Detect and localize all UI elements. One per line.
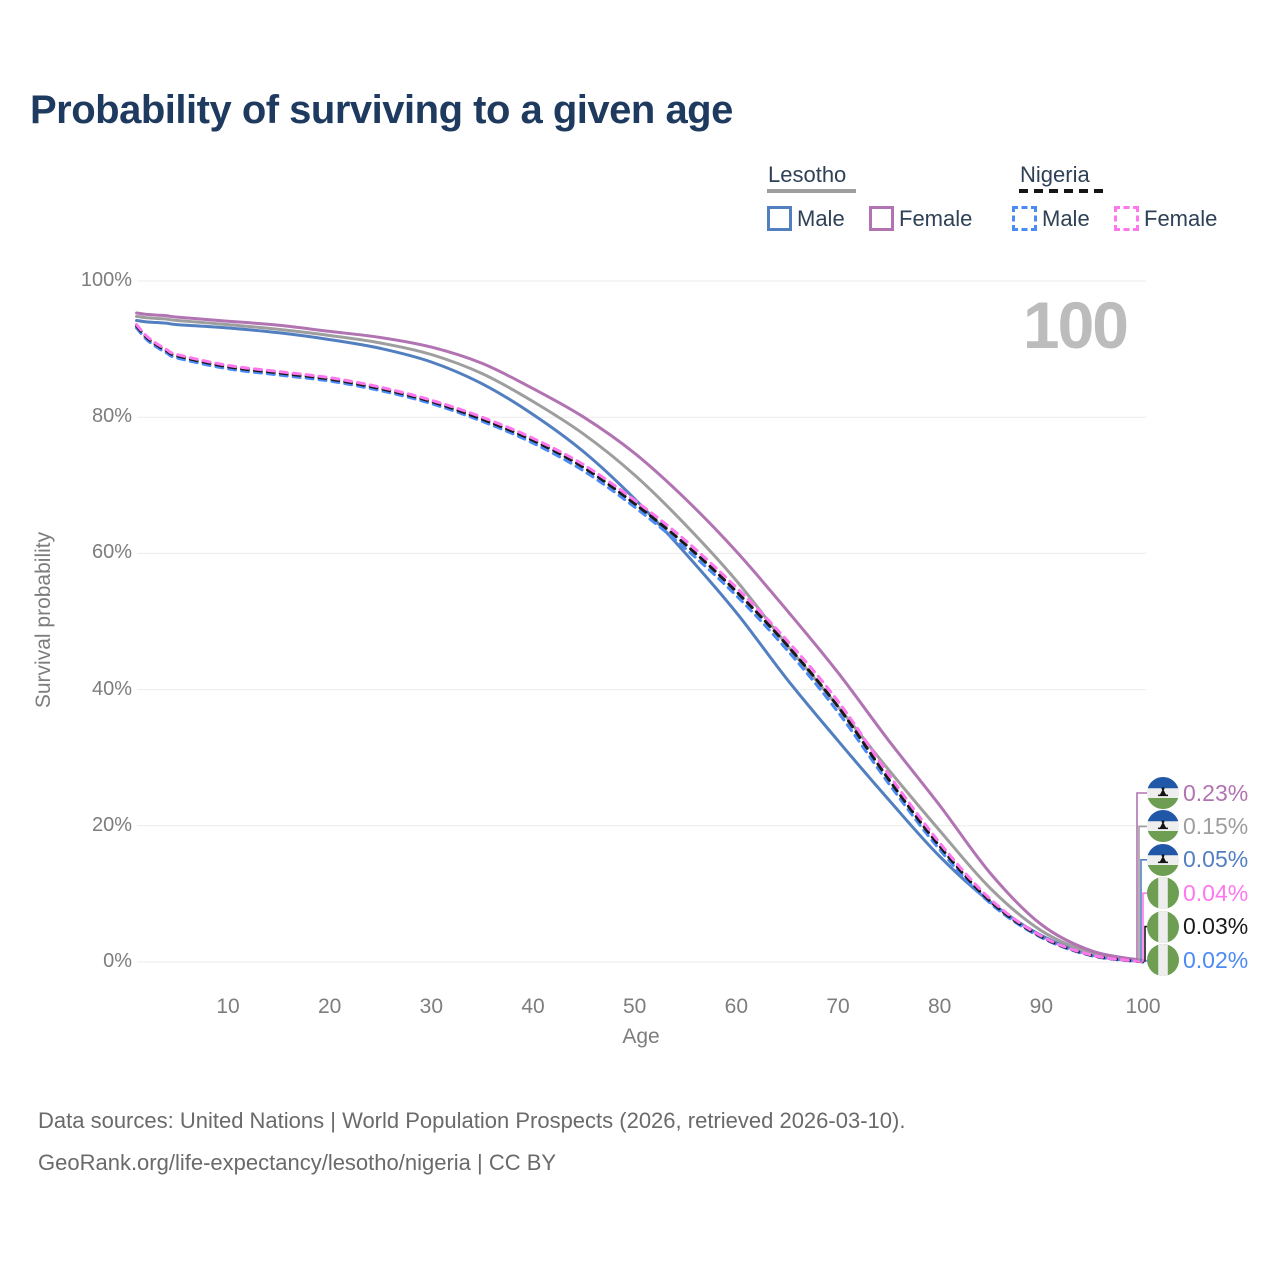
gridlines — [137, 280, 1146, 963]
nigeria-flag-icon — [1147, 944, 1179, 976]
lesotho-flag-icon — [1147, 843, 1179, 876]
end-label-nigeria-female: 0.04% — [1147, 876, 1248, 910]
legend-group-title-nigeria: Nigeria — [1020, 162, 1090, 187]
legend-underline-nigeria — [1019, 189, 1105, 193]
x-axis-title: Age — [622, 1025, 660, 1048]
page-title: Probability of surviving to a given age — [30, 88, 733, 132]
end-label-leaders — [1136, 792, 1148, 962]
x-tick-80: 80 — [927, 995, 952, 1018]
age-watermark: 100 — [1022, 288, 1129, 362]
y-tick-80%: 80% — [91, 405, 132, 428]
x-tick-70: 70 — [826, 995, 850, 1018]
leader-lesotho-both — [1138, 825, 1147, 961]
y-axis-title: Survival probability — [32, 531, 55, 709]
lesotho-flag-icon — [1147, 777, 1179, 810]
end-value-lesotho-both: 0.15% — [1183, 812, 1249, 839]
end-label-lesotho-female: 0.23% — [1147, 776, 1248, 810]
series-line-lesotho-male[interactable] — [135, 319, 1145, 964]
legend-label-lesotho-female[interactable]: Female — [899, 206, 973, 231]
legend-group-title-lesotho: Lesotho — [768, 162, 847, 187]
x-tick-100: 100 — [1125, 995, 1161, 1018]
leader-nigeria-both — [1144, 925, 1147, 962]
end-value-nigeria-both: 0.03% — [1183, 913, 1249, 940]
end-value-nigeria-female: 0.04% — [1183, 879, 1249, 906]
series-line-nigeria-female[interactable] — [135, 323, 1145, 964]
y-tick-60%: 60% — [91, 541, 132, 564]
x-tick-60: 60 — [724, 995, 749, 1018]
legend-label-nigeria-female[interactable]: Female — [1144, 206, 1218, 231]
end-label-lesotho-both: 0.15% — [1147, 809, 1248, 843]
x-tick-90: 90 — [1029, 995, 1054, 1018]
x-tick-20: 20 — [317, 995, 342, 1018]
leader-nigeria-female — [1142, 892, 1147, 962]
lesotho-flag-icon — [1147, 810, 1179, 843]
legend-swatch-lesotho-male[interactable] — [767, 206, 792, 231]
legend-underline-lesotho — [767, 189, 856, 193]
series-lines — [135, 311, 1145, 964]
nigeria-flag-icon — [1147, 877, 1179, 910]
legend-label-lesotho-male[interactable]: Male — [797, 206, 845, 231]
x-tick-50: 50 — [622, 995, 647, 1018]
y-tick-100%: 100% — [80, 269, 132, 291]
data-sources-text: Data sources: United Nations | World Pop… — [38, 1108, 906, 1133]
series-line-lesotho-female[interactable] — [135, 311, 1145, 962]
end-value-lesotho-male: 0.05% — [1183, 846, 1249, 873]
end-label-lesotho-male: 0.05% — [1147, 843, 1248, 877]
x-tick-40: 40 — [521, 995, 545, 1018]
y-tick-40%: 40% — [91, 677, 132, 700]
legend-label-nigeria-male[interactable]: Male — [1042, 206, 1090, 231]
y-tick-20%: 20% — [91, 813, 132, 836]
leader-lesotho-female — [1136, 792, 1147, 961]
end-label-nigeria-male: 0.02% — [1147, 943, 1248, 977]
legend-swatch-nigeria-female[interactable] — [1114, 206, 1139, 231]
attribution-text: GeoRank.org/life-expectancy/lesotho/nige… — [38, 1150, 557, 1175]
leader-lesotho-male — [1140, 859, 1147, 962]
series-line-nigeria-male[interactable] — [135, 326, 1145, 964]
end-label-nigeria-both: 0.03% — [1147, 910, 1248, 944]
series-line-lesotho-both[interactable] — [135, 314, 1145, 963]
end-value-nigeria-male: 0.02% — [1183, 946, 1249, 973]
x-tick-30: 30 — [419, 995, 444, 1018]
x-tick-10: 10 — [216, 995, 240, 1018]
y-tick-0%: 0% — [103, 950, 132, 972]
series-line-nigeria-both[interactable] — [135, 324, 1145, 964]
end-value-lesotho-female: 0.23% — [1183, 779, 1249, 806]
legend-swatch-nigeria-male[interactable] — [1012, 206, 1037, 231]
nigeria-flag-icon — [1147, 910, 1179, 943]
legend-swatch-lesotho-female[interactable] — [869, 206, 894, 231]
